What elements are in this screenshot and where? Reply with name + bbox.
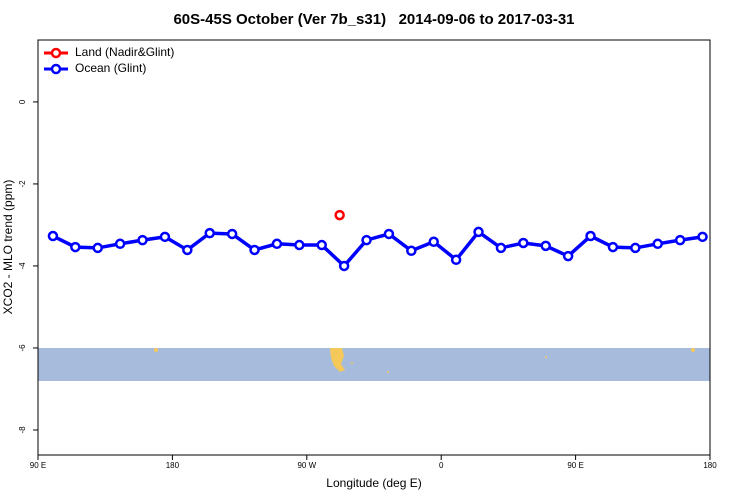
x-tick-label: 90 E: [567, 461, 583, 470]
data-point: [518, 237, 529, 249]
legend-label: Ocean (Glint): [75, 61, 146, 75]
chart-title: 60S-45S October (Ver 7b_s31) 2014-09-06 …: [173, 11, 574, 28]
data-point: [697, 231, 708, 243]
data-point: [495, 242, 507, 254]
data-point: [159, 231, 171, 243]
data-point: [540, 240, 551, 252]
data-point: [182, 244, 193, 256]
y-tick-label: -4: [18, 262, 27, 270]
data-point: [585, 230, 596, 242]
data-point: [114, 238, 126, 250]
data-point: [630, 242, 641, 254]
data-point: [137, 234, 148, 246]
y-axis-label: XCO2 - MLO trend (ppm): [1, 180, 15, 315]
data-point: [70, 241, 81, 253]
data-point: [92, 242, 103, 254]
legend-label: Land (Nadir&Glint): [75, 45, 174, 59]
x-tick-label: 0: [439, 461, 444, 470]
series-line: [52, 229, 703, 269]
data-point: [652, 238, 663, 250]
y-tick-label: -8: [18, 426, 27, 434]
data-point: [338, 260, 350, 272]
land-shape: [351, 362, 353, 364]
data-point: [450, 254, 462, 266]
land-shape: [154, 348, 158, 352]
legend-marker: [50, 63, 62, 75]
data-point: [428, 236, 439, 248]
data-point: [607, 241, 619, 253]
y-tick-label: 0: [18, 99, 27, 104]
data-point: [226, 228, 238, 240]
x-tick-label: 180: [166, 461, 180, 470]
legend-marker: [50, 47, 62, 59]
x-axis-label: Longitude (deg E): [326, 476, 421, 490]
x-tick-label: 90 E: [30, 461, 46, 470]
data-point: [316, 239, 327, 251]
data-point: [249, 244, 260, 256]
land-shape: [330, 348, 345, 372]
data-point: [473, 226, 484, 238]
data-point: [361, 234, 372, 246]
land-shape: [387, 371, 389, 373]
data-point: [204, 227, 215, 239]
plot-frame: [37, 39, 711, 456]
map-strip: [38, 348, 710, 381]
data-point: [294, 239, 305, 251]
data-point: [562, 250, 574, 262]
data-point: [271, 238, 283, 250]
data-point: [674, 234, 686, 246]
y-tick-label: -2: [18, 180, 27, 188]
x-tick-label: 90 W: [297, 461, 316, 470]
land-shape: [691, 348, 695, 352]
y-tick-label: -6: [18, 344, 27, 352]
land-shape: [545, 356, 547, 358]
data-point: [406, 245, 417, 257]
data-point: [334, 209, 345, 221]
data-point: [383, 228, 395, 240]
data-point: [47, 230, 59, 242]
x-tick-label: 180: [703, 461, 717, 470]
